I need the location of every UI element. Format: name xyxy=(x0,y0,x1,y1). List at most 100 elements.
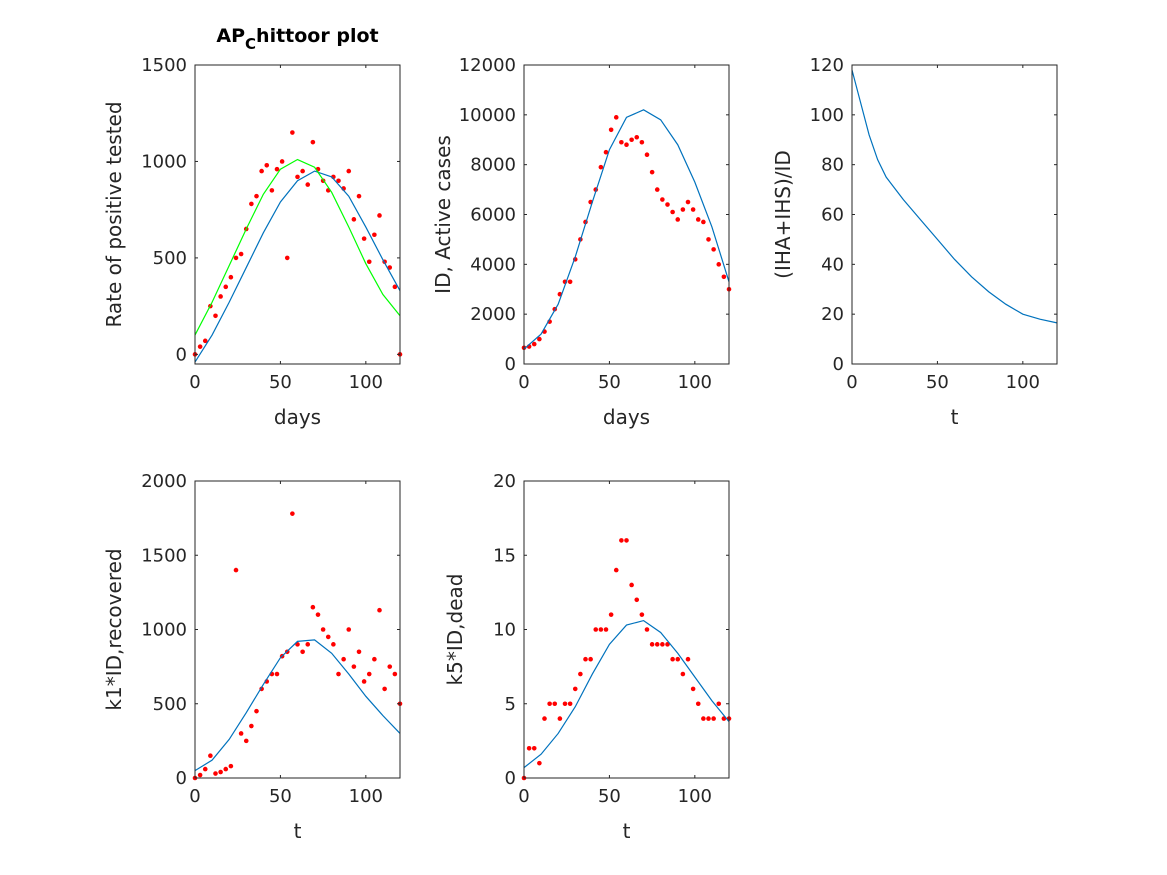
x-tick-label: 0 xyxy=(189,372,200,393)
y-tick-label: 0 xyxy=(505,768,516,789)
data-point xyxy=(619,139,624,145)
data-point xyxy=(619,538,624,543)
data-point xyxy=(603,149,609,155)
x-tick-label: 100 xyxy=(349,372,383,393)
data-point xyxy=(336,178,341,184)
data-point xyxy=(202,766,208,772)
axes-background xyxy=(195,481,400,778)
data-point xyxy=(660,197,665,202)
data-point xyxy=(634,597,640,603)
y-tick-label: 8000 xyxy=(470,155,516,176)
x-tick-label: 50 xyxy=(269,786,292,807)
data-point xyxy=(197,772,203,778)
data-point xyxy=(670,656,675,662)
data-point xyxy=(208,753,213,759)
x-tick-label: 50 xyxy=(926,372,949,393)
data-point xyxy=(310,604,316,610)
data-point xyxy=(233,567,239,573)
y-tick-label: 0 xyxy=(176,344,187,365)
fit-line xyxy=(194,158,401,336)
y-tick-label: 10000 xyxy=(459,105,516,126)
data-point xyxy=(537,336,542,342)
data-point xyxy=(721,274,727,280)
y-tick-label: 120 xyxy=(810,55,844,76)
data-point xyxy=(608,127,614,133)
data-point xyxy=(588,656,593,662)
data-point xyxy=(567,279,573,285)
y-axis-label: k5*ID,dead xyxy=(443,574,467,686)
data-point xyxy=(624,142,629,148)
data-point xyxy=(392,284,398,290)
data-point xyxy=(351,217,357,222)
data-point xyxy=(259,168,264,174)
data-point xyxy=(675,656,681,662)
data-point xyxy=(608,612,614,617)
y-tick-label: 60 xyxy=(821,205,844,226)
data-point xyxy=(213,313,218,319)
data-point xyxy=(701,219,706,225)
x-axis-label: t xyxy=(951,405,959,429)
data-point xyxy=(310,139,316,145)
data-point xyxy=(382,686,387,692)
data-point xyxy=(706,237,711,242)
y-tick-label: 40 xyxy=(821,254,844,275)
data-point xyxy=(665,202,670,207)
data-point xyxy=(356,193,362,199)
data-point xyxy=(542,716,547,721)
data-point xyxy=(654,187,660,192)
data-point xyxy=(593,627,599,632)
data-point xyxy=(305,182,311,187)
data-point xyxy=(356,649,362,655)
data-point xyxy=(690,207,696,212)
data-point xyxy=(639,139,645,145)
y-tick-label: 0 xyxy=(833,354,844,375)
x-tick-label: 50 xyxy=(269,372,292,393)
data-point xyxy=(680,207,686,212)
data-point xyxy=(341,656,346,662)
data-point xyxy=(228,763,234,769)
data-point xyxy=(346,168,352,174)
axes-box xyxy=(194,64,401,365)
chart-title: APChittoor plot xyxy=(216,25,378,53)
data-point xyxy=(346,627,352,632)
data-point xyxy=(562,701,568,707)
data-point xyxy=(331,642,336,647)
data-point xyxy=(238,731,244,736)
x-tick-label: 100 xyxy=(678,372,712,393)
data-point xyxy=(639,612,645,617)
subplot: 0 50 100 0 2000 4000 6000 8000 10000 12000 days ID,… xyxy=(431,55,732,429)
data-point xyxy=(315,612,321,617)
y-tick-label: 4000 xyxy=(470,254,516,275)
data-point xyxy=(238,251,244,257)
data-point xyxy=(531,746,537,751)
data-point xyxy=(634,134,640,140)
data-point xyxy=(377,213,382,218)
data-point xyxy=(243,738,249,744)
data-point xyxy=(649,642,655,647)
data-point xyxy=(695,701,701,707)
data-point xyxy=(557,716,563,721)
x-tick-label: 100 xyxy=(1006,372,1040,393)
y-axis-label: k1*ID,recovered xyxy=(102,548,126,710)
data-point xyxy=(603,627,609,632)
y-tick-label: 12000 xyxy=(459,55,516,76)
data-point xyxy=(336,671,341,677)
data-point xyxy=(547,701,552,707)
data-point xyxy=(624,538,629,543)
x-tick-label: 50 xyxy=(598,372,621,393)
y-tick-label: 1000 xyxy=(141,620,187,641)
data-point xyxy=(716,262,722,267)
data-point xyxy=(392,671,398,677)
data-point xyxy=(295,174,300,180)
x-tick-label: 50 xyxy=(598,786,621,807)
x-tick-label: 0 xyxy=(518,786,529,807)
data-point xyxy=(223,766,229,772)
data-point xyxy=(537,760,542,766)
data-point xyxy=(249,723,254,729)
data-point xyxy=(665,642,670,647)
data-point xyxy=(290,130,295,135)
y-tick-label: 500 xyxy=(153,694,187,715)
data-point xyxy=(670,209,675,215)
